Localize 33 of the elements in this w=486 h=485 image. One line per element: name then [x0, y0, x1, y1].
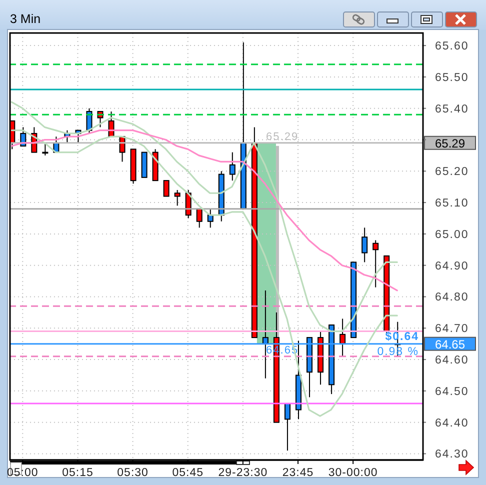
- candlestick: [229, 152, 236, 182]
- y-tick-label: 65.00: [435, 228, 469, 241]
- chart-title: 3 Min: [10, 12, 41, 27]
- y-tick-label: 64.40: [435, 417, 469, 430]
- candlestick: [174, 189, 180, 206]
- y-tick-label: 64.50: [435, 386, 469, 398]
- x-tick-label: 05:30: [117, 467, 148, 479]
- y-tick-label: 65.50: [435, 72, 469, 84]
- x-tick-label: 05:45: [172, 467, 204, 479]
- line-series: [10, 101, 398, 332]
- y-tick-label: 65.10: [435, 198, 469, 210]
- ref-line-label: 65.29: [266, 130, 299, 143]
- candlestick: [42, 142, 48, 156]
- y-tick-label: 65.60: [435, 40, 469, 53]
- text: 64.65: [434, 337, 466, 352]
- candlestick: [284, 402, 290, 452]
- candlestick: [196, 208, 202, 228]
- y-tick-label: 65.20: [435, 166, 469, 178]
- candlestick: [163, 180, 170, 197]
- y-tick-label: 65.40: [435, 103, 469, 116]
- x-tick-label: 29-23:30: [218, 467, 268, 479]
- y-tick-label: 64.30: [435, 448, 469, 461]
- y-tick-label: 64.70: [435, 323, 469, 336]
- y-tick-label: 64.80: [435, 292, 469, 304]
- candlestick: [362, 227, 368, 263]
- x-tick-label: 30-00:00: [328, 467, 378, 479]
- y-tick-label: 64.90: [435, 260, 469, 272]
- x-tick-label: 05:00: [7, 467, 38, 479]
- y-tick-label: 64.60: [435, 354, 469, 367]
- text: 65.29: [434, 136, 466, 150]
- x-tick-label: 05:15: [62, 467, 94, 479]
- x-tick-label: 23:45: [282, 467, 314, 479]
- candlestick: [372, 240, 379, 288]
